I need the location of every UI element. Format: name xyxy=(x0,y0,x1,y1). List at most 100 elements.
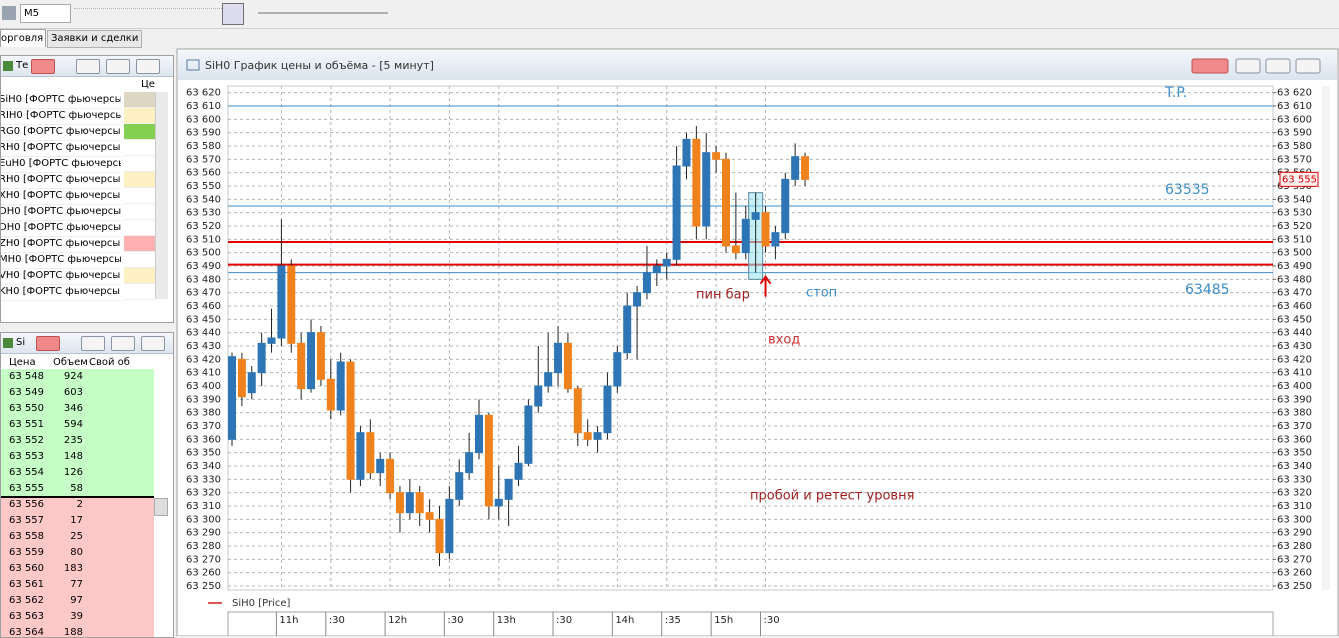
minimize-button[interactable] xyxy=(81,336,105,351)
book-row xyxy=(1,593,154,609)
tab[interactable]: орговля xyxy=(0,29,46,47)
book-volume: 77 xyxy=(70,579,83,590)
toolbar: M5 xyxy=(0,0,1339,29)
y-tick-label-right: 63 440 xyxy=(1277,328,1312,339)
candle-body xyxy=(751,212,760,220)
minimize-button[interactable] xyxy=(76,59,100,74)
candle-body xyxy=(771,232,780,247)
instrument-name: DH0 [ФОРТС фьючерсы] xyxy=(1,220,121,237)
instrument-name: DH0 [ФОРТС фьючерсы] xyxy=(1,204,121,221)
scroll-thumb[interactable] xyxy=(154,498,168,516)
close-button[interactable] xyxy=(136,59,160,74)
y-tick-label-right: 63 410 xyxy=(1277,368,1312,379)
instrument-name: RH0 [ФОРТС фьючерсы] xyxy=(1,140,121,157)
candle-body xyxy=(356,432,365,480)
chart-icon xyxy=(2,6,16,20)
link-button[interactable] xyxy=(31,59,55,74)
maximize-button[interactable] xyxy=(106,59,130,74)
book-volume: 924 xyxy=(63,371,83,382)
candle-body xyxy=(297,342,306,390)
y-tick-label: 63 530 xyxy=(186,208,221,219)
column-header: Це xyxy=(141,79,155,90)
y-tick-label: 63 540 xyxy=(186,194,221,205)
scrollbar[interactable] xyxy=(1322,86,1330,590)
chart-title: SiH0 График цены и объёма - [5 минут] xyxy=(205,59,434,72)
book-price: 63 555 xyxy=(9,483,44,494)
candle-body xyxy=(712,152,721,160)
candle-body xyxy=(781,178,790,234)
maximize-button[interactable] xyxy=(111,336,135,351)
price-cell xyxy=(124,124,155,140)
close-button[interactable] xyxy=(1295,58,1321,74)
price-cell xyxy=(124,140,155,156)
y-tick-label-right: 63 590 xyxy=(1277,128,1312,139)
book-price: 63 557 xyxy=(9,515,44,526)
price-cell xyxy=(124,268,155,284)
hand-tool[interactable] xyxy=(222,3,244,25)
column-header: Свой об xyxy=(89,357,130,368)
y-tick-label-right: 63 340 xyxy=(1277,461,1312,472)
minimize-button[interactable] xyxy=(1235,58,1261,74)
candle-body xyxy=(395,492,404,514)
candle-body xyxy=(445,498,454,554)
orderbook-rows: 63 548 924 63 549 603 63 550 346 63 551 594 63 5… xyxy=(1,369,154,637)
tool-icons xyxy=(74,8,234,19)
candle-body xyxy=(267,337,276,344)
last-price-label: 63 555 xyxy=(1282,174,1317,185)
y-tick-label-right: 63 540 xyxy=(1277,194,1312,205)
y-tick-label-right: 63 530 xyxy=(1277,208,1312,219)
level-label: 63535 xyxy=(1165,182,1210,198)
link-button[interactable] xyxy=(1191,58,1229,74)
y-tick-label: 63 460 xyxy=(186,301,221,312)
candle-body xyxy=(633,292,642,307)
book-volume: 58 xyxy=(70,483,83,494)
book-row xyxy=(1,497,154,513)
y-tick-label: 63 280 xyxy=(186,541,221,552)
y-tick-label: 63 260 xyxy=(186,568,221,579)
candle-body xyxy=(623,305,632,354)
book-volume: 148 xyxy=(63,451,83,462)
book-row xyxy=(1,481,154,497)
book-price: 63 550 xyxy=(9,403,44,414)
scrollbar[interactable] xyxy=(155,92,168,299)
candle-body xyxy=(692,138,701,227)
orderbook-panel: Si Цена Объем Свой об 63 548 924 63 549 603… xyxy=(0,332,174,638)
candle-body xyxy=(534,385,543,407)
window-header xyxy=(178,50,1337,80)
maximize-button[interactable] xyxy=(1265,58,1291,74)
candle-body xyxy=(791,156,800,180)
book-volume: 126 xyxy=(63,467,83,478)
candle-body xyxy=(652,265,661,274)
draw-tools xyxy=(258,12,388,14)
candle-body xyxy=(386,458,395,494)
y-tick-label: 63 560 xyxy=(186,168,221,179)
candle-body xyxy=(415,492,424,514)
y-tick-label-right: 63 320 xyxy=(1277,488,1312,499)
candle-body xyxy=(514,462,523,480)
y-tick-label-right: 63 270 xyxy=(1277,554,1312,565)
y-tick-label-right: 63 350 xyxy=(1277,448,1312,459)
y-tick-label-right: 63 500 xyxy=(1277,248,1312,259)
book-volume: 346 xyxy=(63,403,83,414)
y-tick-label: 63 340 xyxy=(186,461,221,472)
candle-body xyxy=(366,432,375,474)
instrument-name: SiH0 [ФОРТС фьючерсы] xyxy=(1,92,121,109)
timeframe-select[interactable]: M5 xyxy=(20,4,71,23)
book-volume: 97 xyxy=(70,595,83,606)
book-price: 63 556 xyxy=(9,499,44,510)
y-tick-label: 63 450 xyxy=(186,314,221,325)
candle-body xyxy=(603,385,612,434)
tab[interactable]: Заявки и сделки xyxy=(47,30,142,48)
link-button[interactable] xyxy=(36,336,60,351)
candle-body xyxy=(722,158,730,247)
book-price: 63 549 xyxy=(9,387,44,398)
y-tick-label: 63 320 xyxy=(186,488,221,499)
window-icon xyxy=(186,59,200,71)
candle-body xyxy=(247,372,256,394)
close-button[interactable] xyxy=(141,336,165,351)
instrument-name: MH0 [ФОРТС фьючерсы] xyxy=(1,252,121,269)
book-row xyxy=(1,561,154,577)
legend-label: SiH0 [Price] xyxy=(232,598,290,609)
y-tick-label: 63 300 xyxy=(186,514,221,525)
y-tick-label-right: 63 430 xyxy=(1277,341,1312,352)
